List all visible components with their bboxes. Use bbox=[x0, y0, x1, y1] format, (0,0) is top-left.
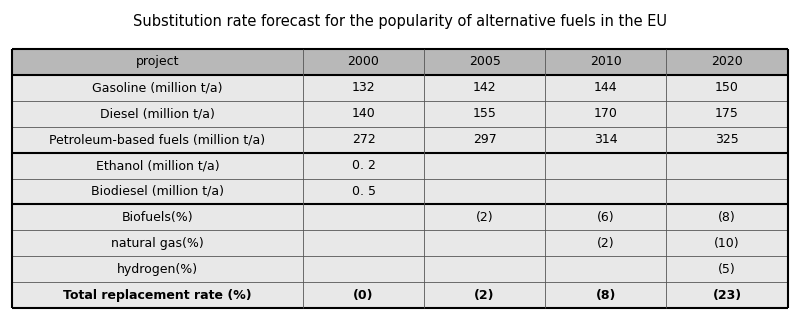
Text: project: project bbox=[136, 55, 179, 69]
Bar bbox=[424, 127, 545, 153]
Text: Diesel (million t/a): Diesel (million t/a) bbox=[100, 107, 215, 120]
Text: 0. 2: 0. 2 bbox=[351, 159, 375, 172]
Text: (2): (2) bbox=[476, 211, 494, 224]
Bar bbox=[12, 282, 303, 308]
Bar bbox=[303, 204, 424, 230]
Text: (10): (10) bbox=[714, 237, 740, 250]
Bar bbox=[545, 204, 666, 230]
Text: (0): (0) bbox=[354, 289, 374, 302]
Text: Biodiesel (million t/a): Biodiesel (million t/a) bbox=[91, 185, 224, 198]
Text: (6): (6) bbox=[597, 211, 614, 224]
Text: Gasoline (million t/a): Gasoline (million t/a) bbox=[92, 81, 222, 94]
Bar bbox=[303, 230, 424, 256]
Bar bbox=[424, 230, 545, 256]
Bar bbox=[424, 49, 545, 75]
Bar bbox=[545, 153, 666, 179]
Bar bbox=[545, 230, 666, 256]
Text: (8): (8) bbox=[718, 211, 736, 224]
Bar bbox=[424, 282, 545, 308]
Bar bbox=[666, 230, 788, 256]
Bar bbox=[545, 127, 666, 153]
Text: 132: 132 bbox=[352, 81, 375, 94]
Text: 150: 150 bbox=[715, 81, 739, 94]
Text: (23): (23) bbox=[713, 289, 742, 302]
Text: 2010: 2010 bbox=[590, 55, 622, 69]
Text: 144: 144 bbox=[594, 81, 618, 94]
Text: 140: 140 bbox=[352, 107, 375, 120]
Bar bbox=[666, 282, 788, 308]
Text: 142: 142 bbox=[473, 81, 496, 94]
Bar bbox=[12, 204, 303, 230]
Bar bbox=[666, 204, 788, 230]
Bar bbox=[12, 256, 303, 282]
Bar bbox=[303, 153, 424, 179]
Bar bbox=[545, 256, 666, 282]
Bar bbox=[424, 101, 545, 127]
Bar bbox=[12, 49, 303, 75]
Bar bbox=[424, 153, 545, 179]
Bar bbox=[666, 75, 788, 101]
Bar bbox=[12, 153, 303, 179]
Bar bbox=[12, 75, 303, 101]
Text: Total replacement rate (%): Total replacement rate (%) bbox=[63, 289, 252, 302]
Bar bbox=[666, 49, 788, 75]
Bar bbox=[545, 282, 666, 308]
Text: (8): (8) bbox=[595, 289, 616, 302]
Bar bbox=[303, 49, 424, 75]
Bar bbox=[303, 127, 424, 153]
Bar bbox=[666, 127, 788, 153]
Text: Biofuels(%): Biofuels(%) bbox=[122, 211, 194, 224]
Text: 170: 170 bbox=[594, 107, 618, 120]
Bar bbox=[424, 256, 545, 282]
Bar bbox=[12, 127, 303, 153]
Bar bbox=[303, 179, 424, 204]
Text: 2000: 2000 bbox=[347, 55, 379, 69]
Text: 297: 297 bbox=[473, 133, 497, 146]
Text: 175: 175 bbox=[715, 107, 739, 120]
Bar bbox=[424, 179, 545, 204]
Bar bbox=[424, 204, 545, 230]
Bar bbox=[545, 49, 666, 75]
Text: 2020: 2020 bbox=[711, 55, 743, 69]
Bar bbox=[12, 179, 303, 204]
Bar bbox=[545, 179, 666, 204]
Text: 325: 325 bbox=[715, 133, 739, 146]
Text: 272: 272 bbox=[352, 133, 375, 146]
Bar bbox=[12, 101, 303, 127]
Bar bbox=[303, 256, 424, 282]
Bar bbox=[424, 75, 545, 101]
Text: Petroleum-based fuels (million t/a): Petroleum-based fuels (million t/a) bbox=[50, 133, 266, 146]
Bar bbox=[666, 179, 788, 204]
Text: 155: 155 bbox=[473, 107, 497, 120]
Bar bbox=[303, 101, 424, 127]
Text: 2005: 2005 bbox=[469, 55, 501, 69]
Bar bbox=[303, 75, 424, 101]
Text: Ethanol (million t/a): Ethanol (million t/a) bbox=[96, 159, 219, 172]
Bar bbox=[545, 75, 666, 101]
Text: hydrogen(%): hydrogen(%) bbox=[117, 263, 198, 276]
Text: 314: 314 bbox=[594, 133, 618, 146]
Text: 0. 5: 0. 5 bbox=[351, 185, 375, 198]
Bar bbox=[666, 153, 788, 179]
Text: Substitution rate forecast for the popularity of alternative fuels in the EU: Substitution rate forecast for the popul… bbox=[133, 14, 667, 29]
Bar bbox=[303, 282, 424, 308]
Text: natural gas(%): natural gas(%) bbox=[111, 237, 204, 250]
Text: (2): (2) bbox=[474, 289, 495, 302]
Text: (2): (2) bbox=[597, 237, 614, 250]
Bar bbox=[545, 101, 666, 127]
Bar bbox=[666, 101, 788, 127]
Text: (5): (5) bbox=[718, 263, 736, 276]
Bar bbox=[12, 230, 303, 256]
Bar bbox=[666, 256, 788, 282]
